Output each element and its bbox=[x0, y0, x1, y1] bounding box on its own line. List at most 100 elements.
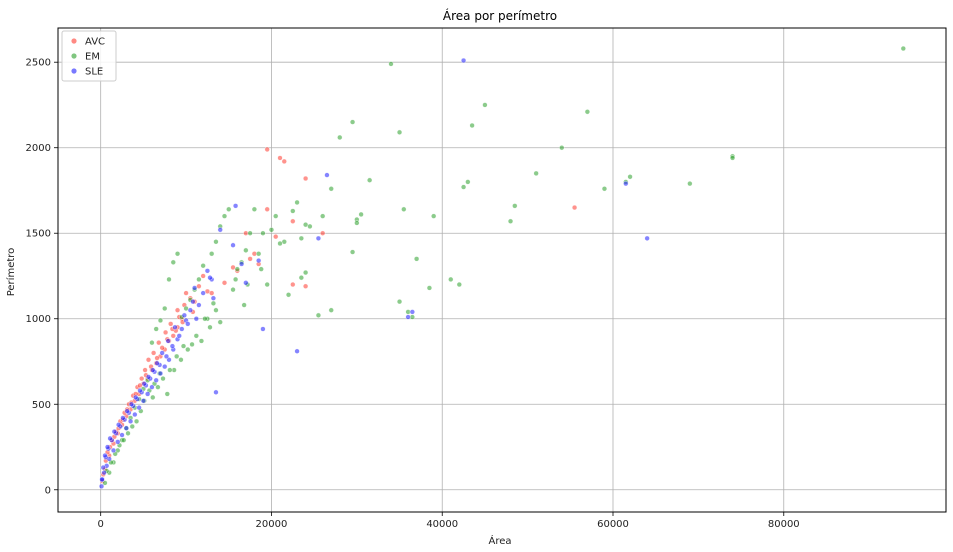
data-point bbox=[172, 324, 178, 330]
data-point bbox=[115, 439, 121, 445]
data-point bbox=[204, 268, 211, 274]
data-point bbox=[200, 290, 206, 296]
data-point bbox=[133, 418, 140, 424]
data-point bbox=[102, 480, 108, 486]
data-point bbox=[601, 186, 608, 192]
y-tick-label: 0 bbox=[45, 485, 51, 496]
data-point bbox=[627, 174, 633, 180]
data-point bbox=[251, 206, 257, 212]
x-tick-label: 40000 bbox=[426, 519, 458, 530]
data-point bbox=[149, 340, 155, 346]
y-tick-label: 2000 bbox=[26, 143, 51, 154]
data-point bbox=[241, 302, 247, 308]
data-point bbox=[303, 222, 309, 228]
data-point bbox=[150, 367, 156, 373]
data-point bbox=[192, 285, 198, 291]
data-point bbox=[337, 134, 343, 141]
data-point bbox=[294, 348, 300, 354]
series-em bbox=[102, 45, 906, 486]
data-point bbox=[180, 343, 187, 349]
data-point bbox=[354, 220, 360, 226]
data-point bbox=[233, 203, 239, 209]
data-point bbox=[174, 307, 181, 313]
data-point bbox=[358, 211, 364, 218]
data-point bbox=[405, 314, 411, 320]
data-point bbox=[149, 384, 155, 390]
data-point bbox=[388, 61, 394, 67]
data-point bbox=[268, 227, 275, 233]
data-point bbox=[277, 240, 283, 247]
x-axis-ticks: 0 20000 40000 60000 80000 bbox=[98, 512, 800, 530]
data-point bbox=[303, 175, 309, 182]
data-point bbox=[127, 418, 134, 424]
y-axis-label: Perímetro bbox=[5, 248, 17, 297]
data-point bbox=[247, 230, 253, 236]
data-point bbox=[213, 239, 219, 245]
data-point bbox=[238, 261, 245, 267]
data-point bbox=[129, 423, 135, 430]
x-tick-label: 0 bbox=[98, 519, 104, 530]
data-point bbox=[431, 213, 437, 219]
data-point bbox=[154, 360, 160, 366]
x-axis-label: Área bbox=[488, 534, 511, 547]
data-point bbox=[243, 280, 249, 286]
data-point bbox=[260, 230, 266, 236]
y-axis-ticks: 0 500 1000 1500 2000 2500 bbox=[26, 58, 58, 496]
data-point bbox=[99, 476, 105, 483]
data-point bbox=[221, 213, 228, 219]
data-point bbox=[202, 316, 208, 322]
data-point bbox=[298, 275, 304, 281]
data-point bbox=[396, 129, 403, 135]
data-point bbox=[107, 435, 113, 442]
data-point bbox=[137, 387, 143, 394]
data-point bbox=[328, 307, 334, 313]
data-point bbox=[290, 281, 296, 288]
data-point bbox=[264, 146, 270, 153]
data-point bbox=[281, 158, 287, 164]
data-point bbox=[168, 321, 174, 327]
data-point bbox=[185, 321, 191, 327]
legend-box bbox=[61, 30, 117, 82]
data-point bbox=[150, 394, 156, 401]
data-point bbox=[729, 155, 736, 161]
data-point bbox=[303, 283, 309, 289]
x-tick-label: 60000 bbox=[597, 519, 629, 530]
data-point bbox=[157, 370, 164, 377]
data-point bbox=[900, 45, 906, 52]
y-tick-label: 1500 bbox=[26, 229, 51, 240]
data-point bbox=[482, 102, 488, 108]
data-point bbox=[102, 452, 108, 459]
data-point bbox=[349, 249, 356, 255]
data-point bbox=[170, 333, 176, 339]
data-point bbox=[98, 483, 105, 489]
x-tick-label: 20000 bbox=[256, 519, 288, 530]
data-point bbox=[687, 181, 693, 187]
data-point bbox=[187, 307, 193, 313]
legend-marker bbox=[71, 53, 77, 59]
data-point bbox=[145, 391, 151, 397]
data-point bbox=[123, 425, 129, 431]
legend-label: SLE bbox=[85, 67, 103, 78]
data-point bbox=[448, 276, 454, 283]
series-sle bbox=[98, 57, 650, 489]
data-points bbox=[98, 45, 906, 489]
data-point bbox=[290, 218, 296, 224]
data-point bbox=[119, 432, 125, 438]
data-point bbox=[328, 186, 334, 192]
data-point bbox=[315, 235, 322, 241]
data-point bbox=[460, 57, 467, 64]
data-point bbox=[120, 415, 126, 421]
chart-title: Área por perímetro bbox=[443, 8, 557, 23]
data-point bbox=[164, 391, 170, 397]
data-point bbox=[303, 269, 309, 276]
data-point bbox=[507, 218, 514, 224]
data-point bbox=[153, 326, 159, 332]
data-point bbox=[101, 470, 107, 476]
data-point bbox=[132, 411, 138, 418]
data-point bbox=[198, 338, 205, 344]
data-point bbox=[221, 280, 228, 286]
data-point bbox=[167, 367, 173, 373]
data-point bbox=[623, 181, 629, 187]
data-point bbox=[207, 275, 213, 281]
data-point bbox=[162, 305, 168, 312]
